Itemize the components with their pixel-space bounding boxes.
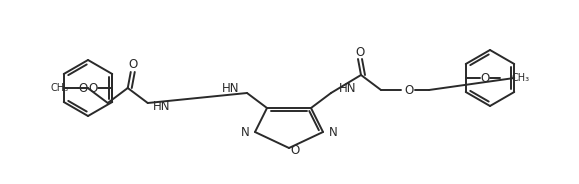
Text: HN: HN [339, 82, 357, 95]
Text: O: O [128, 59, 137, 72]
Text: N: N [329, 125, 338, 139]
Text: CH₃: CH₃ [50, 83, 68, 93]
Text: HN: HN [153, 100, 170, 114]
Text: O: O [356, 45, 365, 59]
Text: HN: HN [222, 82, 239, 95]
Text: O: O [78, 82, 87, 95]
Text: CH₃: CH₃ [512, 73, 530, 83]
Text: O: O [404, 84, 413, 96]
Text: O: O [291, 144, 299, 157]
Text: N: N [241, 125, 250, 139]
Text: O: O [89, 82, 98, 95]
Text: O: O [480, 72, 489, 84]
